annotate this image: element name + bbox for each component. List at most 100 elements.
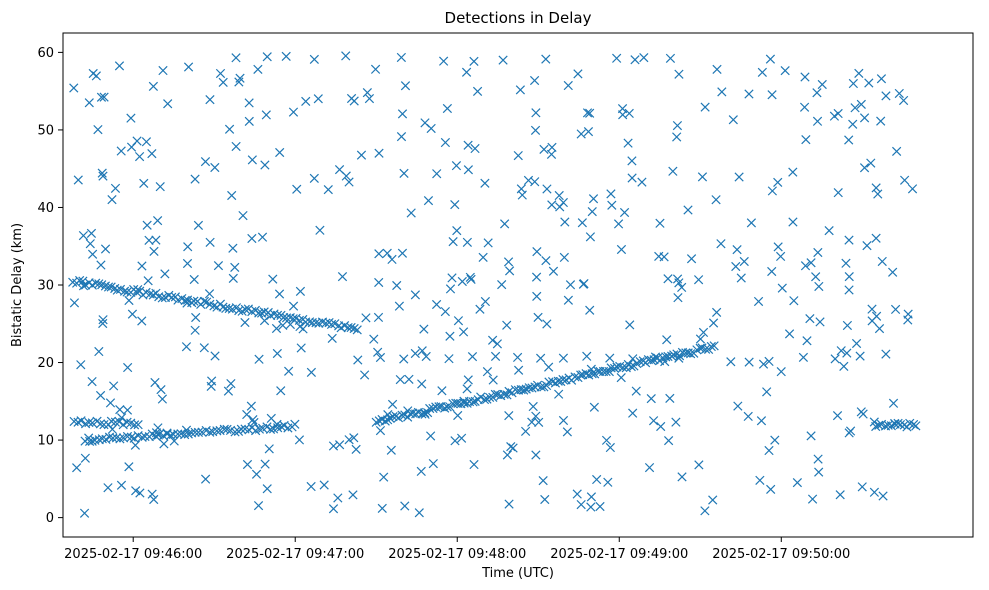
data-point: [431, 299, 442, 310]
data-point: [466, 274, 476, 285]
data-point: [612, 53, 622, 63]
data-point: [609, 363, 620, 374]
data-point: [458, 327, 469, 337]
data-point: [144, 235, 154, 245]
data-point: [150, 377, 160, 388]
data-point: [410, 290, 421, 300]
data-point: [553, 376, 563, 386]
data-point: [671, 417, 681, 427]
data-point: [513, 365, 524, 375]
data-point: [349, 323, 359, 334]
data-point: [278, 320, 288, 331]
data-point: [98, 318, 108, 329]
data-point: [78, 281, 89, 291]
data-point: [257, 232, 268, 242]
data-point: [96, 260, 106, 270]
data-point: [335, 440, 345, 450]
data-point: [677, 472, 687, 482]
data-point: [230, 427, 240, 437]
data-point: [697, 172, 708, 182]
data-point: [801, 134, 811, 145]
data-point: [262, 484, 272, 494]
data-points: [68, 51, 921, 518]
data-point: [306, 481, 316, 492]
data-point: [907, 184, 918, 194]
data-point: [73, 175, 83, 185]
data-point: [190, 325, 200, 335]
y-tick-label: 30: [37, 279, 54, 294]
data-point: [69, 298, 80, 308]
data-point: [327, 333, 337, 343]
data-point: [851, 338, 862, 349]
data-point: [399, 354, 409, 364]
data-point: [147, 489, 157, 499]
data-point: [425, 403, 435, 414]
data-point: [862, 240, 872, 251]
data-point: [200, 474, 211, 484]
data-point: [533, 312, 543, 322]
data-point: [356, 150, 367, 160]
data-point: [842, 320, 853, 331]
data-point: [881, 349, 891, 359]
data-point: [182, 258, 193, 269]
data-point: [240, 317, 250, 328]
data-point: [326, 319, 337, 330]
data-point: [487, 335, 498, 345]
data-point: [773, 242, 783, 252]
data-point: [253, 500, 264, 511]
data-point: [463, 375, 473, 385]
data-point: [183, 62, 194, 72]
data-point: [554, 389, 564, 399]
data-point: [558, 353, 569, 363]
data-point: [371, 417, 381, 427]
data-point: [743, 411, 753, 422]
data-point: [124, 295, 134, 306]
data-point: [789, 296, 799, 306]
data-point: [802, 336, 812, 346]
data-point: [96, 92, 107, 102]
data-point: [231, 141, 241, 152]
data-point: [619, 207, 630, 218]
data-point: [274, 289, 285, 299]
data-point: [218, 77, 228, 88]
data-point: [272, 310, 283, 320]
data-point: [80, 453, 90, 463]
data-point: [490, 351, 501, 361]
data-point: [155, 182, 165, 192]
data-point: [133, 420, 143, 430]
data-point: [618, 362, 628, 373]
data-point: [380, 416, 390, 426]
data-point: [99, 92, 109, 102]
data-point: [540, 494, 550, 505]
data-point: [874, 324, 885, 334]
data-point: [538, 475, 548, 486]
data-point: [542, 319, 552, 329]
data-point: [773, 177, 783, 187]
data-point: [410, 348, 420, 359]
data-point: [183, 242, 193, 252]
data-point: [755, 475, 765, 485]
data-point: [488, 375, 498, 385]
data-point: [586, 502, 596, 512]
data-point: [744, 89, 754, 99]
data-point: [592, 474, 602, 485]
data-point: [98, 315, 108, 325]
data-point: [373, 312, 384, 323]
data-point: [595, 501, 605, 512]
data-point: [521, 384, 531, 394]
data-point: [844, 235, 854, 245]
data-point: [500, 219, 510, 229]
data-point: [261, 110, 271, 120]
data-point: [475, 304, 485, 314]
data-point: [76, 360, 86, 370]
data-point: [859, 113, 870, 123]
data-point: [788, 217, 798, 227]
data-point: [149, 494, 159, 505]
data-point: [628, 408, 638, 418]
data-point: [374, 148, 384, 158]
data-point: [558, 374, 568, 385]
data-point: [206, 381, 216, 392]
data-point: [655, 218, 665, 228]
data-point: [734, 172, 744, 182]
data-point: [547, 200, 557, 210]
